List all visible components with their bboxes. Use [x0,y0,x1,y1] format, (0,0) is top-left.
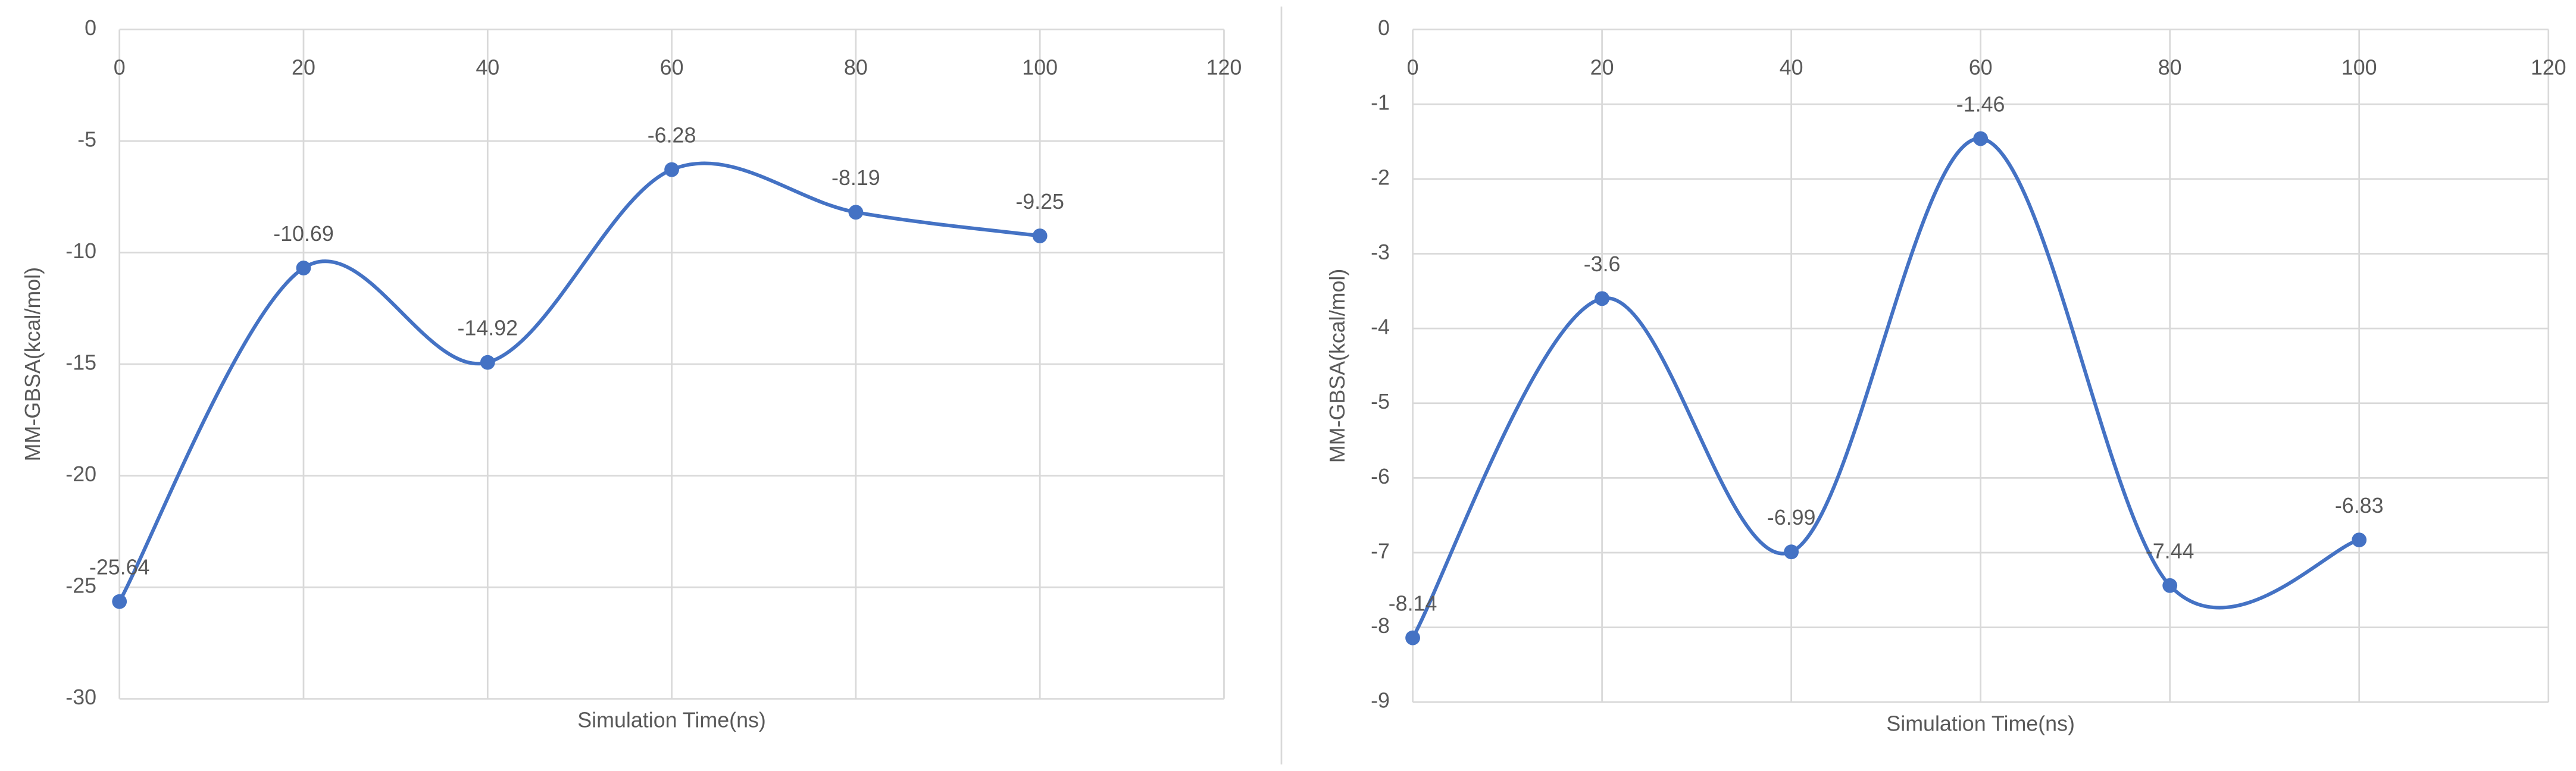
data-label: -8.14 [1389,591,1437,615]
x-tick-label: 80 [844,55,868,79]
data-line [1411,136,2360,639]
data-label: -1.46 [1956,92,2005,116]
y-tick-label: -2 [1371,165,1390,189]
data-label: -14.92 [457,316,518,340]
y-tick-label: -3 [1371,240,1390,264]
data-point [848,205,864,220]
y-tick-label: -30 [65,685,96,709]
data-point [1595,291,1609,306]
x-tick-label: 80 [2158,55,2182,79]
data-point [2352,532,2367,548]
y-tick-label: -25 [65,574,96,598]
y-tick-label: -20 [65,462,96,486]
y-tick-label: -4 [1371,315,1390,339]
data-label: -6.83 [2335,494,2384,518]
data-point [664,162,679,177]
y-tick-label: -6 [1371,465,1390,488]
y-tick-label: -5 [1371,390,1390,413]
x-tick-label: 40 [476,55,499,79]
data-point [1405,630,1420,645]
data-label: -6.99 [1767,506,1816,529]
data-label: -10.69 [273,222,334,246]
y-tick-label: 0 [85,16,96,40]
data-label: -25.64 [89,555,150,579]
data-line [118,161,1040,603]
y-tick-label: -1 [1371,91,1390,115]
data-point [112,594,127,609]
data-label: -3.6 [1584,252,1621,276]
x-tick-label: 120 [1206,55,1242,79]
y-tick-label: 0 [1378,16,1390,40]
y-tick-label: -15 [65,351,96,375]
y-axis-label: MM-GBSA(kcal/mol) [1325,269,1349,463]
data-point [296,261,311,275]
x-tick-label: 60 [1969,55,1993,79]
y-axis-label: MM-GBSA(kcal/mol) [21,267,45,461]
x-axis-label: Simulation Time(ns) [1886,712,2075,735]
x-tick-label: 60 [660,55,684,79]
x-tick-label: 0 [114,55,126,79]
x-tick-label: 40 [1780,55,1803,79]
data-point [1032,228,1048,243]
x-axis-label: Simulation Time(ns) [577,709,766,732]
x-tick-label: 100 [2341,55,2377,79]
data-point [2162,578,2178,593]
y-tick-label: -10 [65,239,96,263]
y-tick-label: -8 [1371,614,1390,638]
x-tick-label: 120 [2531,55,2566,79]
data-label: -8.19 [831,166,880,190]
y-tick-label: -9 [1371,689,1390,713]
x-tick-label: 20 [1590,55,1614,79]
x-tick-label: 20 [292,55,315,79]
y-tick-label: -5 [77,128,96,152]
data-label: -6.28 [648,123,696,147]
x-tick-label: 0 [1407,55,1419,79]
x-tick-label: 100 [1022,55,1058,79]
data-point [1784,544,1799,560]
data-point [1973,131,1989,146]
data-label: -7.44 [2146,540,2194,563]
data-point [480,355,495,370]
y-tick-label: -7 [1371,539,1390,563]
data-label: -9.25 [1015,190,1064,214]
